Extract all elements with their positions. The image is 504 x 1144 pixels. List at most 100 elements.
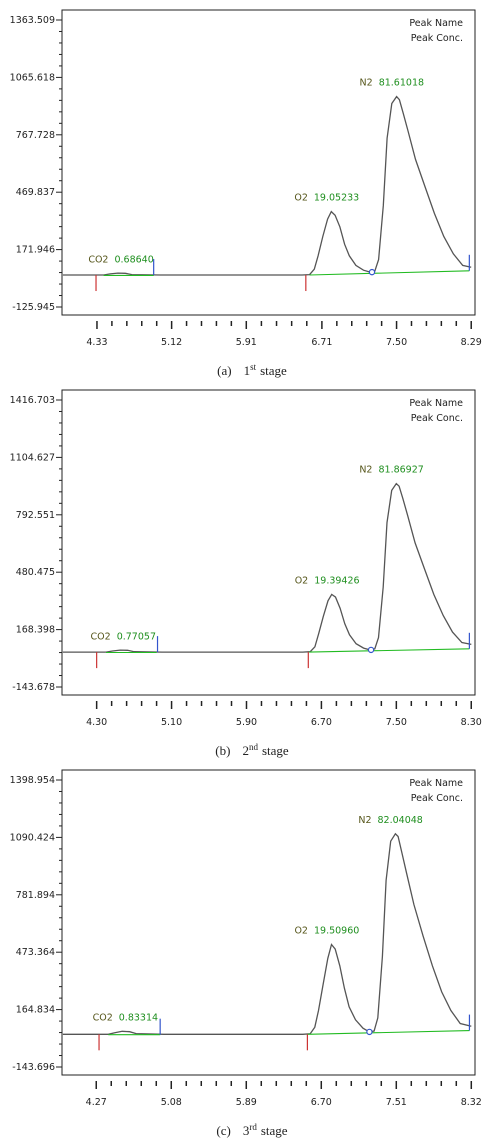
- y-tick-label: 1398.954: [10, 775, 55, 786]
- baseline-line: [103, 270, 470, 276]
- x-tick-label: 5.08: [161, 1097, 182, 1108]
- peak-label-text: O2 19.39426: [295, 575, 360, 586]
- plot-frame: [61, 9, 476, 316]
- panel: -125.945 171.946 469.837 767.728 1065.618 136…: [10, 9, 482, 378]
- peak-label-text: N2 81.61018: [360, 78, 425, 89]
- y-tick-label: 781.894: [16, 890, 55, 901]
- x-tick-label: 6.71: [311, 337, 332, 348]
- peak-conc: 0.68640: [114, 254, 153, 265]
- x-tick-label: 5.90: [236, 717, 257, 728]
- legend-peak-conc: Peak Conc.: [411, 793, 463, 804]
- peak-conc: 81.61018: [379, 78, 424, 89]
- x-tick-label: 7.50: [386, 717, 407, 728]
- x-tick-label: 4.27: [86, 1097, 107, 1108]
- event-marker: [367, 646, 375, 654]
- y-tick-label: 1090.424: [10, 832, 55, 843]
- y-tick-label: 469.837: [16, 187, 55, 198]
- y-tick-label: 480.475: [16, 567, 55, 578]
- trace-line: [62, 832, 472, 1035]
- x-tick-label: 5.91: [236, 337, 257, 348]
- caption-text: stage: [262, 743, 289, 758]
- trace-line: [62, 95, 472, 276]
- x-tick-label: 4.33: [86, 337, 107, 348]
- x-tick-label: 8.32: [461, 1097, 482, 1108]
- peak-label-text: N2 82.04048: [358, 815, 423, 826]
- peak-label-text: N2 81.86927: [359, 465, 424, 476]
- peak-label-text: O2 19.05233: [294, 193, 359, 204]
- legend-peak-conc: Peak Conc.: [411, 413, 463, 424]
- peak-name: O2: [294, 193, 308, 204]
- legend-peak-conc: Peak Conc.: [411, 33, 463, 44]
- panel: -143.696 164.834 473.364 781.894 1090.424 139…: [10, 769, 482, 1138]
- x-tick-label: 5.10: [161, 717, 182, 728]
- y-tick-label: 171.946: [16, 245, 55, 256]
- x-tick-label: 5.89: [236, 1097, 257, 1108]
- peak-name: CO2: [93, 1013, 113, 1024]
- peak-name: N2: [360, 78, 373, 89]
- peak-name: O2: [294, 925, 308, 936]
- peak-label-text: CO2 0.77057: [91, 631, 156, 642]
- peak-name: N2: [359, 465, 372, 476]
- peak-label-text: O2 19.50960: [294, 925, 359, 936]
- caption: (b) 2nd stage: [215, 742, 289, 758]
- plot-frame: [61, 769, 476, 1076]
- y-tick-label: 1065.618: [10, 72, 55, 83]
- caption-text: stage: [260, 363, 287, 378]
- x-tick-label: 6.70: [311, 717, 332, 728]
- baseline-line: [108, 1030, 470, 1036]
- peak-label: CO2 0.77057: [91, 631, 156, 642]
- peak-name: CO2: [88, 254, 108, 265]
- y-tick-label: 164.834: [16, 1005, 55, 1016]
- y-tick-label: 792.551: [16, 510, 55, 521]
- caption-label: (a): [217, 363, 231, 378]
- legend-peak-name: Peak Name: [409, 778, 463, 789]
- y-tick-label: 473.364: [16, 947, 55, 958]
- peak-label: N2 81.86927: [359, 465, 424, 476]
- peak-conc: 19.39426: [314, 575, 359, 586]
- x-tick-label: 4.30: [86, 717, 107, 728]
- caption-ordinal: 1: [244, 363, 251, 378]
- peak-label: CO2 0.68640: [88, 254, 153, 265]
- caption-suffix: rd: [249, 1122, 257, 1132]
- x-tick-label: 5.12: [161, 337, 182, 348]
- event-marker: [368, 268, 376, 276]
- peak-label: O2 19.05233: [294, 193, 359, 204]
- x-tick-label: 7.51: [386, 1097, 407, 1108]
- caption-suffix: st: [250, 362, 257, 372]
- caption-suffix: nd: [249, 742, 259, 752]
- peak-conc: 19.50960: [314, 925, 359, 936]
- y-tick-label: 1104.627: [10, 452, 55, 463]
- peak-label: O2 19.50960: [294, 925, 359, 936]
- baseline-line: [106, 648, 470, 654]
- peak-conc: 81.86927: [378, 465, 423, 476]
- peak-label: CO2 0.83314: [93, 1013, 158, 1024]
- x-tick-label: 8.30: [461, 717, 482, 728]
- caption-ordinal: 2: [242, 743, 249, 758]
- peak-label: N2 82.04048: [358, 815, 423, 826]
- caption: (c) 3rd stage: [216, 1122, 287, 1138]
- peak-conc: 19.05233: [314, 193, 359, 204]
- trace-line: [62, 482, 472, 653]
- peak-conc: 0.83314: [119, 1013, 158, 1024]
- peak-name: O2: [295, 575, 309, 586]
- peak-label-text: CO2 0.68640: [88, 254, 153, 265]
- caption-text: stage: [261, 1123, 288, 1138]
- peak-label: O2 19.39426: [295, 575, 360, 586]
- y-tick-label: 1416.703: [10, 395, 55, 406]
- y-tick-label: -143.696: [12, 1062, 55, 1073]
- caption-ordinal: 3: [243, 1123, 250, 1138]
- caption: (a) 1st stage: [217, 362, 287, 378]
- panel: -143.678 168.398 480.475 792.551 1104.627 141…: [10, 389, 482, 758]
- x-tick-label: 6.70: [311, 1097, 332, 1108]
- peak-name: N2: [358, 815, 371, 826]
- y-tick-label: -125.945: [12, 302, 55, 313]
- peak-name: CO2: [91, 631, 111, 642]
- caption-label: (c): [216, 1123, 230, 1138]
- legend-peak-name: Peak Name: [409, 398, 463, 409]
- y-tick-label: 1363.509: [10, 15, 55, 26]
- x-tick-label: 8.29: [461, 337, 482, 348]
- y-tick-label: 767.728: [16, 130, 55, 141]
- caption-label: (b): [215, 743, 230, 758]
